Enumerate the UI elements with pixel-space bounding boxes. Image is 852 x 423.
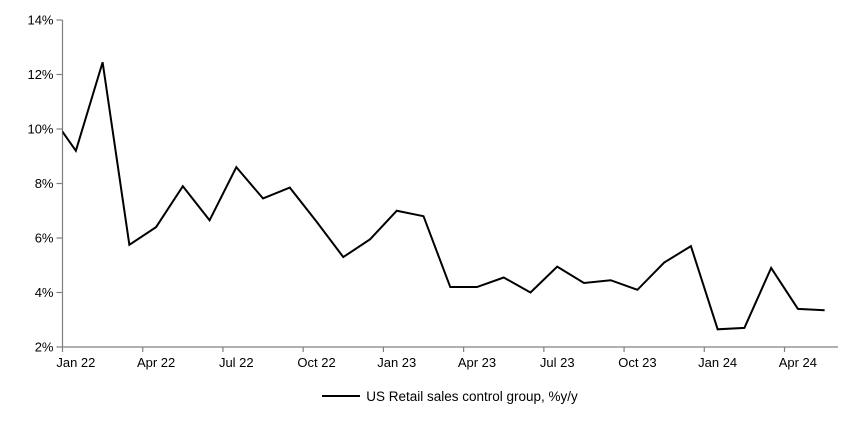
x-tick-label: Oct 23 — [618, 355, 656, 370]
x-tick-label: Apr 22 — [137, 355, 175, 370]
x-tick-label: Oct 22 — [297, 355, 335, 370]
y-tick-label: 6% — [35, 231, 54, 246]
x-tick-label: Jul 22 — [219, 355, 254, 370]
y-tick-label: 8% — [35, 176, 54, 191]
chart-legend: US Retail sales control group, %y/y — [62, 387, 838, 405]
x-tick-label: Apr 24 — [779, 355, 817, 370]
x-tick-label: Jul 23 — [540, 355, 575, 370]
legend-line-swatch — [322, 395, 361, 397]
y-tick-label: 4% — [35, 285, 54, 300]
y-tick-label: 14% — [27, 13, 53, 28]
x-tick-label: Jan 23 — [377, 355, 416, 370]
y-tick-label: 10% — [27, 122, 53, 137]
x-tick-label: Apr 23 — [458, 355, 496, 370]
series-line-retail-sales — [62, 61, 825, 331]
x-tick-label: Jan 24 — [698, 355, 737, 370]
x-tick-label: Jan 22 — [56, 355, 95, 370]
y-tick-label: 2% — [35, 340, 54, 355]
legend-series-label: US Retail sales control group, %y/y — [366, 388, 578, 404]
y-tick-label: 12% — [27, 67, 53, 82]
